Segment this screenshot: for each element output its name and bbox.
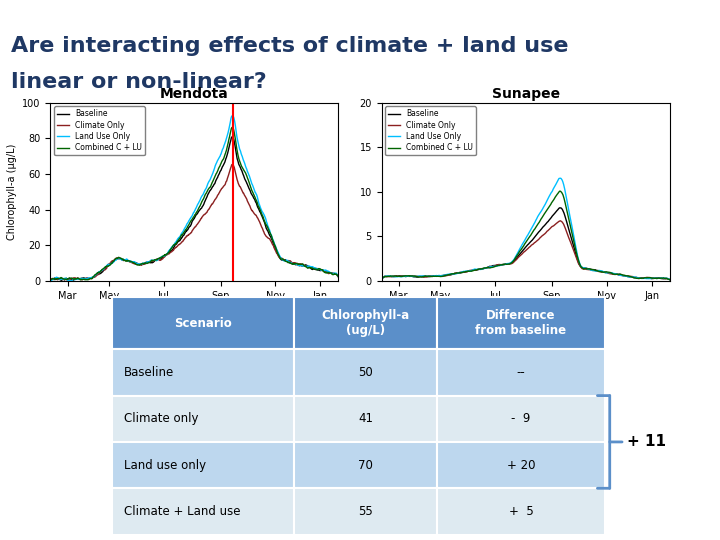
Title: Mendota: Mendota	[160, 87, 229, 102]
Text: linear or non-linear?: linear or non-linear?	[11, 72, 266, 92]
Text: Difference
from baseline: Difference from baseline	[475, 309, 567, 337]
Text: Baseline: Baseline	[124, 366, 174, 379]
FancyBboxPatch shape	[112, 297, 294, 349]
Text: +  5: + 5	[508, 505, 534, 518]
FancyBboxPatch shape	[437, 488, 605, 535]
Text: Land use only: Land use only	[124, 458, 206, 471]
Legend: Baseline, Climate Only, Land Use Only, Combined C + LU: Baseline, Climate Only, Land Use Only, C…	[54, 106, 145, 156]
Text: Chlorophyll-a
(ug/L): Chlorophyll-a (ug/L)	[321, 309, 410, 337]
FancyBboxPatch shape	[294, 297, 437, 349]
X-axis label: Date: Date	[183, 306, 206, 316]
FancyBboxPatch shape	[294, 442, 437, 488]
FancyBboxPatch shape	[294, 396, 437, 442]
FancyBboxPatch shape	[112, 396, 294, 442]
Text: Climate only: Climate only	[124, 412, 199, 426]
FancyBboxPatch shape	[112, 488, 294, 535]
Text: -  9: - 9	[511, 412, 531, 426]
Legend: Baseline, Climate Only, Land Use Only, Combined C + LU: Baseline, Climate Only, Land Use Only, C…	[385, 106, 476, 156]
FancyBboxPatch shape	[437, 442, 605, 488]
FancyBboxPatch shape	[437, 349, 605, 396]
Text: --: --	[516, 366, 526, 379]
Text: 70: 70	[358, 458, 373, 471]
X-axis label: Date: Date	[514, 306, 537, 316]
Text: 41: 41	[358, 412, 373, 426]
Text: 50: 50	[359, 366, 373, 379]
FancyBboxPatch shape	[294, 349, 437, 396]
FancyBboxPatch shape	[112, 349, 294, 396]
Title: Sunapee: Sunapee	[492, 87, 559, 102]
FancyBboxPatch shape	[437, 396, 605, 442]
Text: 55: 55	[359, 505, 373, 518]
Text: + 20: + 20	[507, 458, 535, 471]
FancyBboxPatch shape	[437, 297, 605, 349]
Y-axis label: Chlorophyll-a (μg/L): Chlorophyll-a (μg/L)	[6, 144, 17, 240]
FancyBboxPatch shape	[294, 488, 437, 535]
Text: Are interacting effects of climate + land use: Are interacting effects of climate + lan…	[11, 36, 568, 56]
Text: + 11: + 11	[627, 435, 666, 449]
Text: Scenario: Scenario	[174, 316, 232, 329]
FancyBboxPatch shape	[112, 442, 294, 488]
Text: Climate + Land use: Climate + Land use	[124, 505, 240, 518]
